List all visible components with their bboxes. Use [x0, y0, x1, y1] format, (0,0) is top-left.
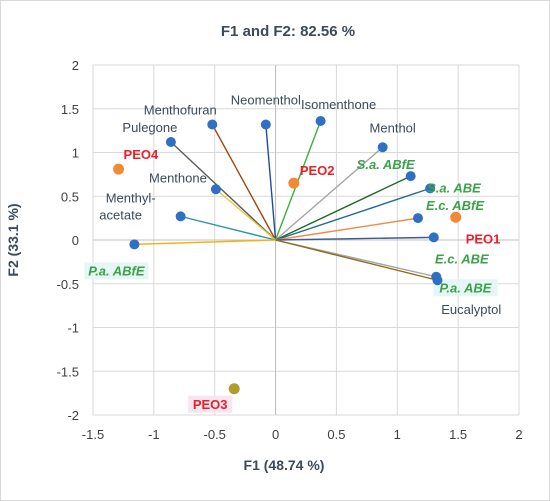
variable-label: Pulegone — [122, 120, 177, 135]
variable-point — [165, 137, 176, 147]
y-tick-label: -1.5 — [57, 364, 79, 379]
variable-label: Menthofuran — [144, 103, 217, 118]
variable-vector — [275, 217, 419, 241]
variable-point — [315, 116, 326, 126]
oil-label: PEO4 — [124, 147, 159, 162]
x-tick-label: -0.5 — [204, 427, 226, 442]
variable-label: E.c. ABE — [435, 251, 489, 266]
oil-label: PEO3 — [193, 397, 228, 412]
x-tick-label: 1.5 — [449, 427, 467, 442]
variable-vector — [211, 124, 277, 241]
variable-label: S.a. ABfE — [357, 157, 415, 172]
y-tick-label: 0.5 — [61, 189, 79, 204]
y-tick-label: 2 — [72, 58, 79, 73]
y-tick-label: -0.5 — [57, 277, 79, 292]
variable-point — [210, 184, 221, 195]
y-tick-label: 0 — [72, 233, 79, 248]
variable-point — [377, 142, 388, 153]
variable-point — [405, 171, 416, 182]
oil-point — [450, 211, 462, 223]
variable-vector — [275, 239, 438, 281]
variable-vector — [265, 124, 277, 241]
variable-label: Isomenthone — [301, 97, 376, 112]
label-highlight — [188, 395, 233, 413]
oil-label: PEO2 — [300, 163, 335, 178]
x-tick-label: -1.5 — [82, 427, 104, 442]
label-highlight — [433, 279, 498, 297]
x-tick-labels: -1.5 -1 -0.5 0 0.5 1 1.5 2 — [82, 427, 523, 442]
oil-point — [288, 177, 300, 189]
variable-vector — [275, 236, 434, 241]
variable-vector — [215, 188, 277, 241]
variable-label: Menthone — [149, 170, 207, 185]
point-labels: Neomenthol Isomenthone Menthofuran Pulegone… — [88, 93, 501, 412]
label-highlight — [84, 262, 149, 280]
x-tick-label: 0.5 — [327, 427, 345, 442]
variable-point — [207, 119, 218, 130]
variable-label: Eucalyptol — [441, 302, 501, 317]
label-highlights — [84, 262, 498, 413]
variable-label: P.a. ABfE — [88, 263, 145, 278]
variable-label: Menthol — [370, 120, 416, 135]
x-axis-label: F1 (48.74 %) — [244, 457, 325, 473]
variable-point — [428, 232, 439, 243]
y-tick-label: -2 — [67, 408, 79, 423]
variable-label: Neomenthol — [231, 93, 301, 108]
y-tick-label: 1.5 — [61, 102, 79, 117]
variable-point — [412, 213, 423, 224]
variable-label: P.a. ABE — [439, 280, 491, 295]
y-tick-label: -1 — [67, 321, 79, 336]
chart-title: F1 and F2: 82.56 % — [221, 23, 355, 40]
x-tick-label: 0 — [272, 427, 279, 442]
data-points — [113, 116, 462, 395]
variable-point — [129, 239, 140, 250]
variable-vector — [170, 141, 277, 241]
x-tick-label: -1 — [148, 427, 160, 442]
y-tick-labels: -2 -1.5 -1 -0.5 0 0.5 1 1.5 2 — [57, 58, 79, 423]
y-axis-label: F2 (33.1 %) — [5, 203, 21, 276]
variable-point — [175, 211, 186, 222]
variable-point — [425, 183, 436, 194]
variable-point — [432, 275, 443, 286]
x-tick-label: 1 — [394, 427, 401, 442]
oil-point — [113, 163, 125, 175]
variable-label: E.c. ABfE — [426, 198, 484, 213]
variable-vector — [134, 239, 276, 246]
x-tick-label: 2 — [515, 427, 522, 442]
oil-label: PEO1 — [466, 231, 501, 246]
variable-vectors — [134, 120, 438, 281]
variable-vector — [275, 146, 384, 241]
variable-vector — [180, 215, 276, 241]
variable-point — [260, 119, 271, 130]
variable-vector — [275, 187, 431, 241]
variable-label: Menthyl-acetate — [99, 190, 155, 222]
variable-vector — [275, 175, 411, 241]
oil-point — [228, 383, 240, 395]
y-tick-label: 1 — [72, 146, 79, 161]
variable-label: S.a. ABE — [427, 180, 481, 195]
